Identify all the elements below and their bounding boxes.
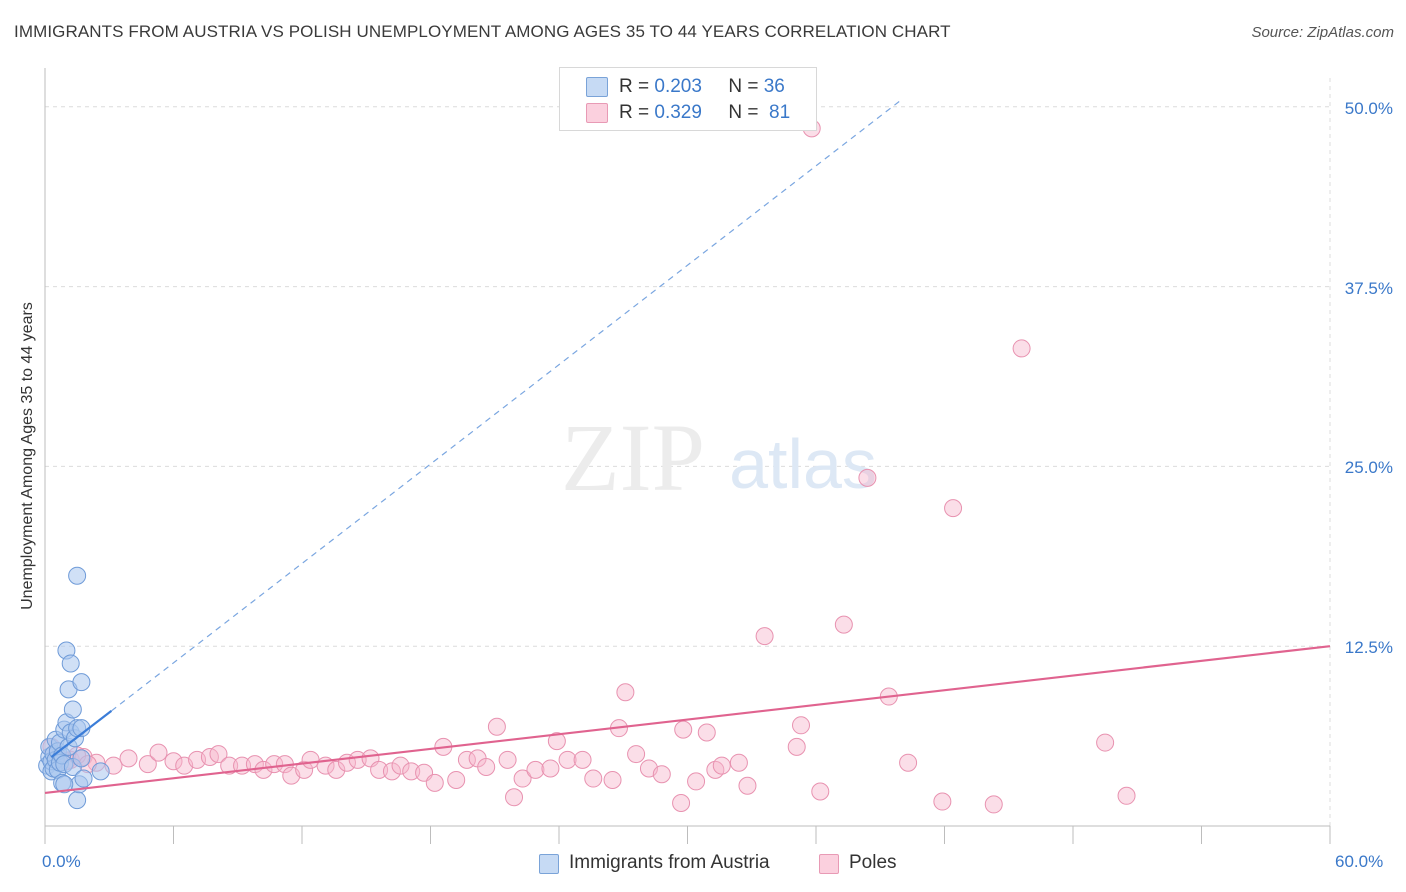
- data-point-poles: [498, 750, 517, 769]
- data-point-austria: [91, 762, 110, 781]
- data-point-poles: [616, 683, 635, 702]
- data-point-poles: [787, 737, 806, 756]
- source-label: Source: ZipAtlas.com: [1251, 24, 1394, 41]
- y-tick-label: 12.5%: [1344, 638, 1393, 658]
- series-austria: [38, 566, 110, 810]
- legend-r-value: 0.203: [654, 76, 702, 97]
- bottom-swatch-poles: [819, 854, 839, 874]
- data-point-poles: [425, 773, 444, 792]
- legend-n-value: 81: [769, 102, 791, 123]
- data-point-poles: [687, 772, 706, 791]
- data-point-poles: [477, 758, 496, 777]
- data-point-poles: [672, 793, 691, 812]
- data-point-poles: [295, 760, 314, 779]
- data-point-poles: [697, 723, 716, 742]
- data-point-poles: [164, 752, 183, 771]
- trend-line-austria-extended: [111, 99, 903, 712]
- legend-n-value: 36: [763, 76, 785, 97]
- data-point-poles: [558, 750, 577, 769]
- data-point-austria: [68, 566, 87, 585]
- data-point-poles: [487, 717, 506, 736]
- data-point-poles: [933, 792, 952, 811]
- data-point-austria: [74, 769, 93, 788]
- data-point-austria: [61, 654, 80, 673]
- watermark-zip: ZIP: [561, 404, 705, 511]
- bottom-legend-label: Immigrants from Austria: [569, 852, 770, 873]
- data-point-poles: [712, 756, 731, 775]
- data-point-poles: [149, 743, 168, 762]
- legend-swatch-poles: [586, 103, 608, 123]
- trend-line-austria: [50, 710, 113, 758]
- y-tick-label: 25.0%: [1344, 458, 1393, 478]
- trend-line-poles: [44, 645, 1331, 795]
- data-point-poles: [541, 759, 560, 778]
- data-point-poles: [348, 750, 367, 769]
- data-point-poles: [265, 755, 284, 774]
- data-point-austria: [72, 673, 91, 692]
- data-point-poles: [858, 468, 877, 487]
- legend-r-label: R =: [619, 76, 650, 97]
- data-point-poles: [370, 760, 389, 779]
- data-point-poles: [811, 782, 830, 801]
- data-point-poles: [899, 753, 918, 772]
- data-point-poles: [138, 755, 157, 774]
- data-point-poles: [584, 769, 603, 788]
- data-point-austria: [55, 775, 74, 794]
- data-point-austria: [72, 749, 91, 768]
- x-tick-max: 60.0%: [1335, 852, 1384, 871]
- data-point-poles: [573, 750, 592, 769]
- data-point-poles: [984, 795, 1003, 814]
- data-point-poles: [603, 770, 622, 789]
- data-point-austria: [68, 791, 87, 810]
- data-point-austria: [63, 700, 82, 719]
- trend-lines: [44, 99, 1331, 795]
- data-point-poles: [944, 499, 963, 518]
- legend-n-label: N =: [728, 76, 759, 97]
- data-point-poles: [834, 615, 853, 634]
- data-point-poles: [402, 762, 421, 781]
- legend-r-label: R =: [619, 102, 650, 123]
- bottom-swatch-austria: [539, 854, 559, 874]
- data-point-poles: [447, 770, 466, 789]
- stats-legend: R = 0.203 N = 36 R = 0.329 N = 81: [559, 67, 817, 131]
- data-point-poles: [391, 756, 410, 775]
- data-point-poles: [729, 753, 748, 772]
- chart-title: IMMIGRANTS FROM AUSTRIA VS POLISH UNEMPL…: [14, 22, 951, 41]
- data-point-poles: [513, 769, 532, 788]
- data-point-poles: [327, 760, 346, 779]
- data-point-poles: [526, 760, 545, 779]
- data-point-poles: [792, 716, 811, 735]
- bottom-legend-label: Poles: [849, 852, 897, 873]
- x-tick-min: 0.0%: [42, 852, 81, 871]
- axes: [44, 68, 1331, 844]
- data-point-poles: [220, 756, 239, 775]
- data-point-poles: [652, 765, 671, 784]
- data-point-poles: [674, 720, 693, 739]
- data-point-poles: [119, 749, 138, 768]
- data-point-poles: [1012, 339, 1031, 358]
- data-point-poles: [1117, 786, 1136, 805]
- y-tick-label: 50.0%: [1344, 98, 1393, 118]
- data-point-poles: [547, 732, 566, 751]
- data-point-poles: [209, 745, 228, 764]
- legend-swatch-austria: [586, 77, 608, 97]
- data-point-poles: [755, 627, 774, 646]
- watermark-atlas: atlas: [729, 425, 877, 503]
- data-point-poles: [301, 750, 320, 769]
- data-point-poles: [627, 745, 646, 764]
- data-point-poles: [1096, 733, 1115, 752]
- legend-n-label: N =: [728, 102, 759, 123]
- legend-r-value: 0.329: [654, 102, 702, 123]
- data-point-poles: [738, 776, 757, 795]
- data-point-poles: [505, 788, 524, 807]
- y-tick-label: 37.5%: [1344, 278, 1393, 298]
